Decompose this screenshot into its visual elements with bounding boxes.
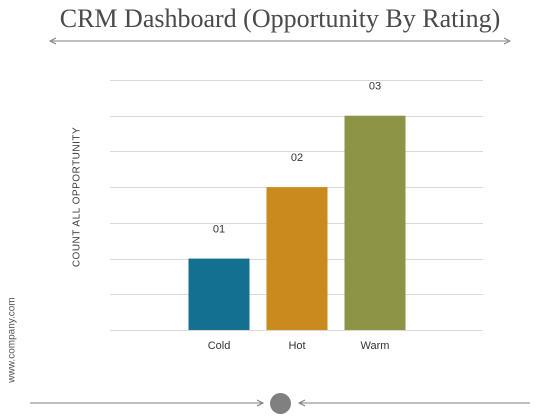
data-label-cold: 01 — [213, 224, 225, 236]
footer-knob-icon — [270, 393, 291, 414]
bar-cold — [188, 258, 250, 330]
slide-title: CRM Dashboard (Opportunity By Rating) — [59, 4, 501, 33]
title-divider-arrow — [48, 37, 512, 45]
data-label-warm: 03 — [369, 81, 381, 93]
bar-hot — [266, 187, 328, 330]
x-tick-label-cold: Cold — [208, 340, 231, 352]
bar-warm — [344, 115, 406, 330]
x-tick-label-warm: Warm — [361, 340, 390, 352]
footer-arrow-left — [30, 399, 530, 407]
x-tick-label-hot: Hot — [288, 340, 305, 352]
data-label-hot: 02 — [291, 152, 303, 164]
